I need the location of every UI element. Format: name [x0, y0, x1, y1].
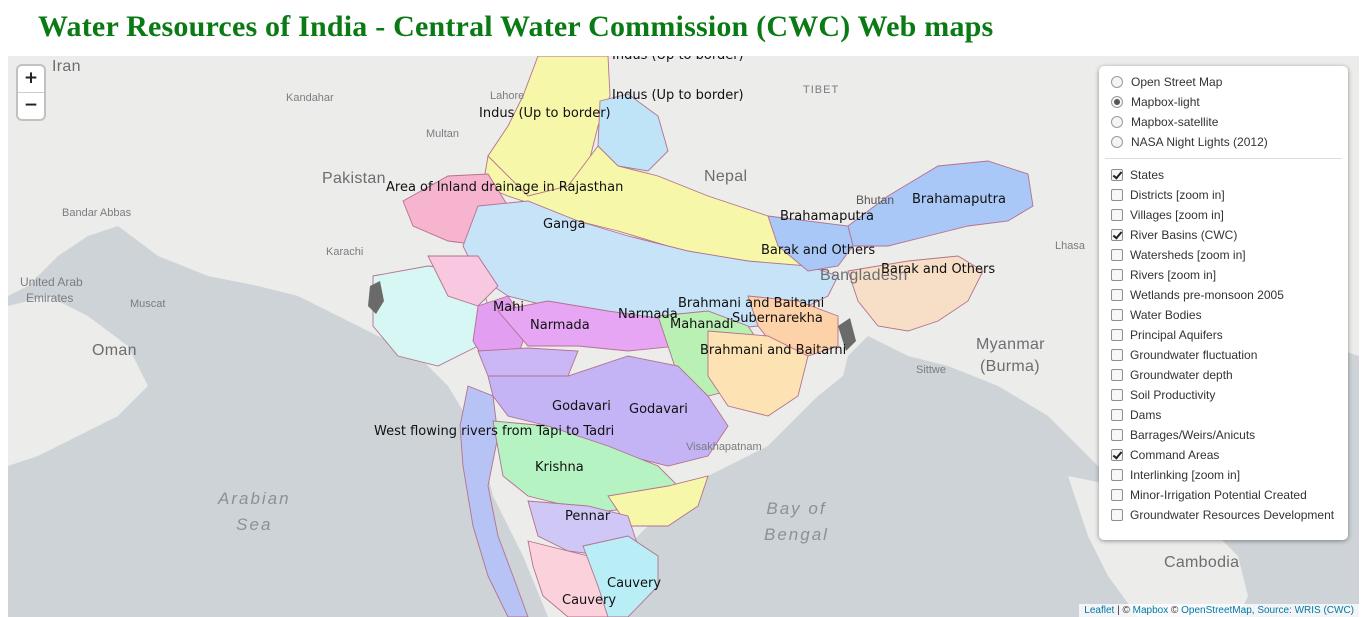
attribution-osm-link[interactable]: OpenStreetMap — [1181, 605, 1252, 616]
overlay-water-bodies[interactable]: Water Bodies — [1111, 305, 1338, 325]
overlay-districts-label: Districts [zoom in] — [1130, 188, 1225, 202]
map-container[interactable]: Iran Pakistan Nepal Bhutan Bangladesh My… — [8, 56, 1359, 617]
checkbox-wetlands[interactable] — [1111, 289, 1123, 301]
overlay-command-areas[interactable]: Command Areas — [1111, 445, 1338, 465]
overlay-minor-irrigation[interactable]: Minor-Irrigation Potential Created — [1111, 485, 1338, 505]
basin-godavari — [487, 355, 729, 467]
map-attribution: Leaflet | © Mapbox © OpenStreetMap, Sour… — [1079, 604, 1359, 617]
overlay-rivers-label: Rivers [zoom in] — [1130, 268, 1217, 282]
overlay-barrages-label: Barrages/Weirs/Anicuts — [1130, 428, 1256, 442]
overlay-districts[interactable]: Districts [zoom in] — [1111, 185, 1338, 205]
base-layer-mapbox-light[interactable]: Mapbox-light — [1111, 92, 1338, 112]
base-layer-nasa-night-lights-label: NASA Night Lights (2012) — [1131, 135, 1268, 149]
zoom-in-button[interactable]: + — [18, 66, 44, 93]
checkbox-river-basins[interactable] — [1111, 229, 1123, 241]
overlay-principal-aquifers-label: Principal Aquifers — [1130, 328, 1223, 342]
overlay-watersheds[interactable]: Watersheds [zoom in] — [1111, 245, 1338, 265]
overlay-layers-list: States Districts [zoom in] Villages [zoo… — [1099, 159, 1348, 531]
landmass-arabia — [8, 296, 148, 466]
overlay-interlinking-label: Interlinking [zoom in] — [1130, 468, 1241, 482]
basin-brahmaputra-lower — [767, 215, 854, 272]
overlay-rivers[interactable]: Rivers [zoom in] — [1111, 265, 1338, 285]
base-layer-osm[interactable]: Open Street Map — [1111, 72, 1338, 92]
basin-barak — [847, 255, 984, 332]
checkbox-barrages[interactable] — [1111, 429, 1123, 441]
basin-luni — [427, 255, 499, 307]
zoom-control: + − — [18, 66, 44, 119]
map-basemap — [8, 56, 1359, 617]
base-layer-mapbox-light-label: Mapbox-light — [1131, 95, 1200, 109]
overlay-states-label: States — [1130, 168, 1165, 182]
gujarat-coast-fringe — [368, 281, 384, 314]
zoom-out-button[interactable]: − — [23, 95, 39, 115]
page-title: Water Resources of India - Central Water… — [38, 10, 994, 43]
overlay-barrages[interactable]: Barrages/Weirs/Anicuts — [1111, 425, 1338, 445]
radio-mapbox-satellite[interactable] — [1111, 116, 1123, 128]
overlay-groundwater-fluctuation[interactable]: Groundwater fluctuation — [1111, 345, 1338, 365]
overlay-dams-label: Dams — [1130, 408, 1162, 422]
attribution-sep1: | © — [1114, 605, 1133, 616]
checkbox-water-bodies[interactable] — [1111, 309, 1123, 321]
checkbox-groundwater-depth[interactable] — [1111, 369, 1123, 381]
overlay-dams[interactable]: Dams — [1111, 405, 1338, 425]
checkbox-soil-productivity[interactable] — [1111, 389, 1123, 401]
base-layers-list: Open Street Map Mapbox-light Mapbox-sate… — [1099, 66, 1348, 158]
base-layer-mapbox-satellite[interactable]: Mapbox-satellite — [1111, 112, 1338, 132]
overlay-groundwater-fluctuation-label: Groundwater fluctuation — [1130, 348, 1258, 362]
layer-separator — [1105, 158, 1342, 159]
overlay-principal-aquifers[interactable]: Principal Aquifers — [1111, 325, 1338, 345]
overlay-villages-label: Villages [zoom in] — [1130, 208, 1224, 222]
radio-osm[interactable] — [1111, 76, 1123, 88]
overlay-villages[interactable]: Villages [zoom in] — [1111, 205, 1338, 225]
attribution-leaflet-link[interactable]: Leaflet — [1084, 605, 1115, 616]
overlay-water-bodies-label: Water Bodies — [1130, 308, 1202, 322]
radio-nasa-night-lights[interactable] — [1111, 136, 1123, 148]
overlay-groundwater-depth-label: Groundwater depth — [1130, 368, 1233, 382]
overlay-soil-productivity-label: Soil Productivity — [1130, 388, 1216, 402]
checkbox-minor-irrigation[interactable] — [1111, 489, 1123, 501]
base-layer-nasa-night-lights[interactable]: NASA Night Lights (2012) — [1111, 132, 1338, 152]
checkbox-groundwater-fluctuation[interactable] — [1111, 349, 1123, 361]
overlay-soil-productivity[interactable]: Soil Productivity — [1111, 385, 1338, 405]
overlay-groundwater-resources-label: Groundwater Resources Development — [1130, 508, 1335, 522]
checkbox-principal-aquifers[interactable] — [1111, 329, 1123, 341]
checkbox-interlinking[interactable] — [1111, 469, 1123, 481]
base-layer-mapbox-satellite-label: Mapbox-satellite — [1131, 115, 1219, 129]
river-basins — [372, 56, 1034, 617]
overlay-command-areas-label: Command Areas — [1130, 448, 1220, 462]
checkbox-watersheds[interactable] — [1111, 249, 1123, 261]
overlay-states[interactable]: States — [1111, 165, 1338, 185]
overlay-river-basins-label: River Basins (CWC) — [1130, 228, 1238, 242]
overlay-groundwater-depth[interactable]: Groundwater depth — [1111, 365, 1338, 385]
checkbox-districts[interactable] — [1111, 189, 1123, 201]
attribution-source: , Source: WRIS (CWC) — [1251, 605, 1354, 616]
attribution-mapbox-link[interactable]: Mapbox — [1132, 605, 1169, 616]
checkbox-groundwater-resources[interactable] — [1111, 509, 1123, 521]
attribution-sep2: © — [1168, 605, 1182, 616]
overlay-wetlands-label: Wetlands pre-monsoon 2005 — [1130, 288, 1284, 302]
checkbox-dams[interactable] — [1111, 409, 1123, 421]
overlay-interlinking[interactable]: Interlinking [zoom in] — [1111, 465, 1338, 485]
basin-brahmaputra — [847, 160, 1034, 247]
ganges-delta-fringe — [838, 318, 856, 351]
overlay-wetlands[interactable]: Wetlands pre-monsoon 2005 — [1111, 285, 1338, 305]
layer-control-panel: Open Street Map Mapbox-light Mapbox-sate… — [1099, 66, 1348, 540]
overlay-river-basins[interactable]: River Basins (CWC) — [1111, 225, 1338, 245]
checkbox-states[interactable] — [1111, 169, 1123, 181]
radio-mapbox-light[interactable] — [1111, 96, 1123, 108]
checkbox-command-areas[interactable] — [1111, 449, 1123, 461]
basin-brahmani — [707, 330, 809, 417]
checkbox-rivers[interactable] — [1111, 269, 1123, 281]
overlay-minor-irrigation-label: Minor-Irrigation Potential Created — [1130, 488, 1307, 502]
overlay-watersheds-label: Watersheds [zoom in] — [1130, 248, 1246, 262]
overlay-groundwater-resources[interactable]: Groundwater Resources Development — [1111, 505, 1338, 525]
checkbox-villages[interactable] — [1111, 209, 1123, 221]
base-layer-osm-label: Open Street Map — [1131, 75, 1223, 89]
basin-south-east — [582, 535, 659, 617]
